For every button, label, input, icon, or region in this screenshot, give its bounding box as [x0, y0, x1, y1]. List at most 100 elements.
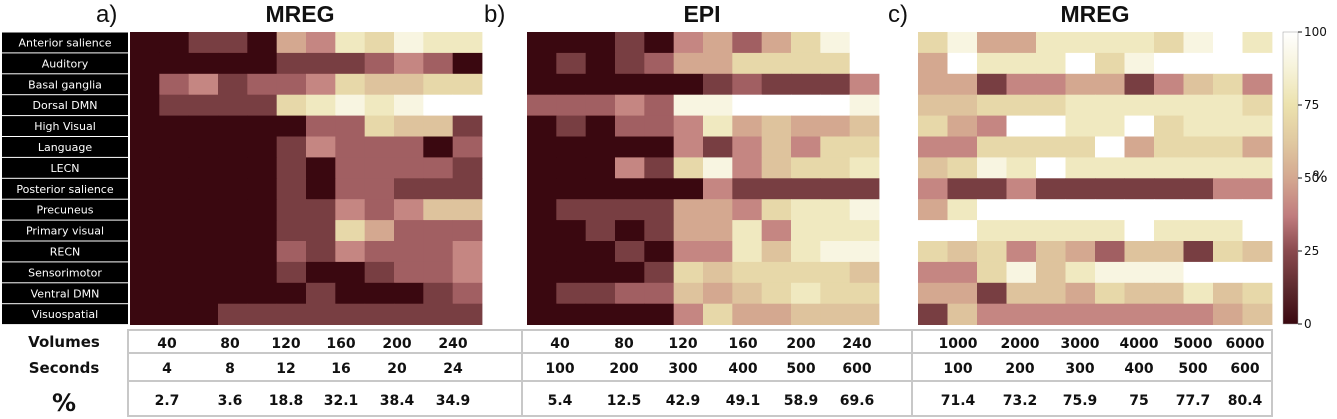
heatmap-cell [947, 157, 978, 179]
heatmap-cell [1242, 73, 1273, 96]
heatmap-cell [673, 32, 704, 54]
heatmap-cell [556, 178, 587, 200]
heatmap-cell [527, 220, 557, 242]
panel-c-title: MREG [1061, 1, 1130, 27]
heatmap-cell [849, 178, 880, 200]
heatmap-cell [556, 32, 587, 54]
heatmap-cell [159, 199, 190, 221]
heatmap-cell [364, 52, 395, 75]
table-cell-volumes: 1000 [939, 336, 978, 352]
heatmap-cell [423, 178, 454, 200]
heatmap-cell [452, 73, 483, 96]
heatmap-cell [556, 261, 587, 284]
table-cell-seconds: 300 [1065, 361, 1094, 377]
heatmap-cell [703, 220, 733, 242]
heatmap-cell [394, 220, 424, 242]
heatmap-cell [335, 220, 366, 242]
heatmap-cell [791, 282, 821, 305]
table-cell-percent: 73.2 [1003, 393, 1038, 409]
heatmap-cell [527, 241, 557, 263]
heatmap-cell [335, 199, 366, 221]
heatmap-cell [1213, 241, 1243, 263]
heatmap-cell [306, 303, 336, 325]
heatmap-cell [1154, 282, 1184, 305]
colorbar-label: % [1312, 167, 1327, 186]
heatmap-cell [791, 157, 821, 179]
heatmap-cell [703, 261, 733, 284]
heatmap-cell [644, 178, 675, 200]
heatmap-cell [276, 73, 307, 96]
heatmap-cell [644, 282, 675, 305]
heatmap-cell [585, 52, 616, 75]
summary-table: Volumes Seconds % 40 80 120 160 200 240 4 8 12 16… [28, 329, 1273, 417]
heatmap-cell [732, 73, 763, 96]
heatmap-cell [1006, 199, 1037, 221]
heatmap-cell [364, 199, 395, 221]
heatmap-cell [1154, 241, 1184, 263]
heatmap-cell [703, 115, 733, 137]
heatmap-cell [977, 73, 1007, 96]
heatmap-cell [918, 157, 948, 179]
heatmap-cell [188, 199, 219, 221]
row-label: Dorsal DMN [33, 99, 98, 112]
heatmap-cell [644, 199, 675, 221]
heatmap-cell [1124, 73, 1155, 96]
row-label-box [2, 220, 128, 241]
heatmap-cell [130, 73, 160, 96]
heatmap-cell [947, 52, 978, 75]
heatmap-cell [423, 220, 454, 242]
heatmap-cell [556, 220, 587, 242]
heatmap-cell [703, 73, 733, 96]
heatmap-cell [849, 199, 880, 221]
heatmap-cell [188, 52, 219, 75]
heatmap-cell [423, 241, 454, 263]
heatmap-cell [644, 73, 675, 96]
row-label: Posterior salience [16, 183, 113, 196]
heatmap-cell [527, 178, 557, 200]
table-cell-percent: 32.1 [324, 393, 359, 409]
heatmap-cell [218, 220, 248, 242]
heatmap-cell [1006, 282, 1037, 305]
heatmap-cell [947, 199, 978, 221]
heatmap-cell [306, 178, 336, 200]
heatmap-cell [791, 115, 821, 137]
table-cell-seconds: 100 [545, 361, 574, 377]
heatmap-cell [306, 32, 336, 54]
heatmap-cell [1095, 261, 1125, 284]
heatmap-cell [1154, 136, 1184, 158]
heatmap-cell [306, 261, 336, 284]
heatmap-cell [276, 178, 307, 200]
heatmap-cell [130, 220, 160, 242]
heatmap-cell [1065, 241, 1096, 263]
table-cell-volumes: 160 [326, 336, 355, 352]
heatmap-cell [585, 136, 616, 158]
heatmap-cell [1006, 241, 1037, 263]
heatmap-cell [1006, 115, 1037, 137]
heatmap-cell [1242, 32, 1273, 54]
table-cell-volumes: 200 [786, 336, 815, 352]
heatmap-cell [423, 115, 454, 137]
heatmap-cell [791, 136, 821, 158]
row-label: Visuospatial [32, 308, 98, 321]
heatmap-cell [673, 261, 704, 284]
table-cell-seconds: 400 [728, 361, 757, 377]
row-label-box [2, 157, 128, 178]
heatmap-cell [615, 136, 645, 158]
heatmap-cell [1036, 199, 1066, 221]
heatmap-cell [644, 32, 675, 54]
heatmap-cell [218, 52, 248, 75]
table-cell-seconds: 300 [668, 361, 697, 377]
heatmap-cell [130, 32, 160, 54]
table-cell-seconds: 20 [387, 361, 407, 377]
heatmap-cell [585, 199, 616, 221]
heatmap-cell [364, 136, 395, 158]
heatmap-cell [977, 136, 1007, 158]
heatmap-cell [188, 32, 219, 54]
heatmap-cell [947, 220, 978, 242]
heatmap-cell [556, 136, 587, 158]
heatmap-cell [159, 261, 190, 284]
heatmap-cell [276, 136, 307, 158]
heatmap-cell [159, 32, 190, 54]
colorbar-tick-label: 50 [1304, 171, 1319, 185]
heatmap-cell [761, 136, 792, 158]
